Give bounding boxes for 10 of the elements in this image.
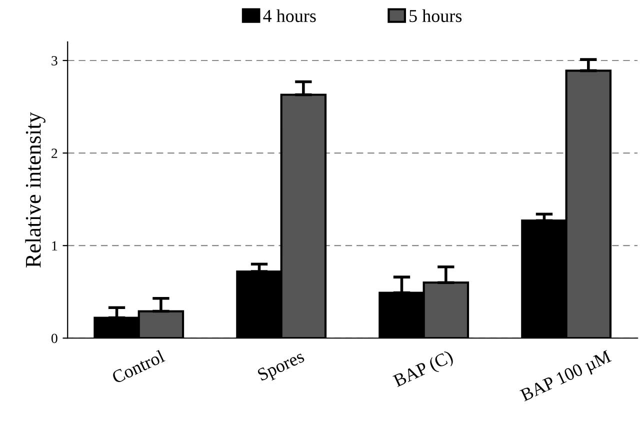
y-tick-label: 0 (51, 334, 58, 344)
x-tick-label: Spores (256, 350, 306, 384)
legend-label: 4 hours (263, 9, 316, 22)
y-tick-label: 2 (52, 148, 58, 158)
y-tick-label: 1 (52, 241, 58, 250)
y-tick-label: 3 (52, 56, 58, 66)
x-tick-label: BAP 100 µM (520, 350, 614, 405)
legend-label: 5 hours (410, 9, 462, 22)
y-axis-title: Relative intensity (25, 112, 46, 268)
x-tick-label: BAP (C) (392, 350, 456, 390)
